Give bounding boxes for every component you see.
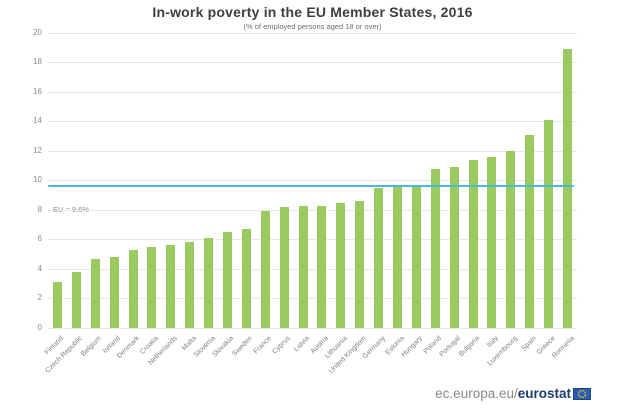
y-tick-label: 12 xyxy=(33,145,42,155)
gridline xyxy=(48,268,577,270)
y-tick-label: 20 xyxy=(33,27,42,37)
bar-spain xyxy=(525,134,535,328)
bar-austria xyxy=(317,205,327,328)
chart-title: In-work poverty in the EU Member States,… xyxy=(152,4,473,20)
eu-average-line xyxy=(48,185,574,188)
gridline xyxy=(48,150,577,152)
gridline xyxy=(48,91,577,93)
bar-finland xyxy=(52,282,62,328)
bar-denmark xyxy=(128,249,138,328)
bar-ireland xyxy=(109,257,119,328)
y-tick-label: 14 xyxy=(33,116,42,125)
bar-bulgaria xyxy=(468,159,478,328)
y-tick-label: 0 xyxy=(37,322,42,332)
bar-netherlands xyxy=(166,245,176,328)
bar-luxembourg xyxy=(506,151,516,328)
y-tick-label: 8 xyxy=(37,204,42,214)
plot-area: EU = 9.6% 0 2 4 6 8 10 12 14 16 18 20 Finland Czech … xyxy=(33,28,577,375)
eu-flag-icon xyxy=(573,387,591,400)
bar-estonia xyxy=(393,186,403,328)
y-tick-label: 6 xyxy=(37,234,42,243)
gridline xyxy=(48,209,577,211)
y-tick-label: 4 xyxy=(37,263,42,273)
bar-cyprus xyxy=(279,207,289,328)
bar-belgium xyxy=(90,258,100,328)
bar-malta xyxy=(185,242,195,328)
y-tick-label: 2 xyxy=(37,293,42,302)
bar-lithuania xyxy=(336,202,346,328)
bar-latvia xyxy=(298,205,308,328)
bar-hungary xyxy=(411,184,421,328)
bar-united-kingdom xyxy=(355,201,365,328)
bar-greece xyxy=(544,120,554,328)
footer-credit: ec.europa.eu/eurostat xyxy=(435,386,591,401)
footer-url-prefix: ec.europa.eu/ xyxy=(435,386,518,401)
bar-germany xyxy=(374,187,384,328)
bar-sweden xyxy=(241,229,251,328)
gridline xyxy=(48,180,577,181)
gridline xyxy=(48,239,577,240)
y-tick-label: 16 xyxy=(33,86,42,96)
footer-brand: eurostat xyxy=(517,386,571,401)
bar-slovenia xyxy=(204,238,214,328)
bar-czech-republic xyxy=(71,271,81,328)
gridline xyxy=(48,32,577,34)
y-tick-label: 10 xyxy=(33,175,42,184)
bar-france xyxy=(260,211,270,328)
y-tick-label: 18 xyxy=(33,57,42,66)
bar-croatia xyxy=(147,246,157,328)
bar-poland xyxy=(430,168,440,328)
gridline xyxy=(48,62,577,63)
gridline xyxy=(48,121,577,122)
bar-romania xyxy=(563,49,573,328)
bar-portugal xyxy=(449,167,459,328)
gridline xyxy=(48,327,577,329)
bar-slovakia xyxy=(222,232,232,328)
gridline xyxy=(48,298,577,299)
chart-subtitle: (% of employed persons aged 18 or over) xyxy=(243,22,382,31)
bar-italy xyxy=(487,156,497,328)
